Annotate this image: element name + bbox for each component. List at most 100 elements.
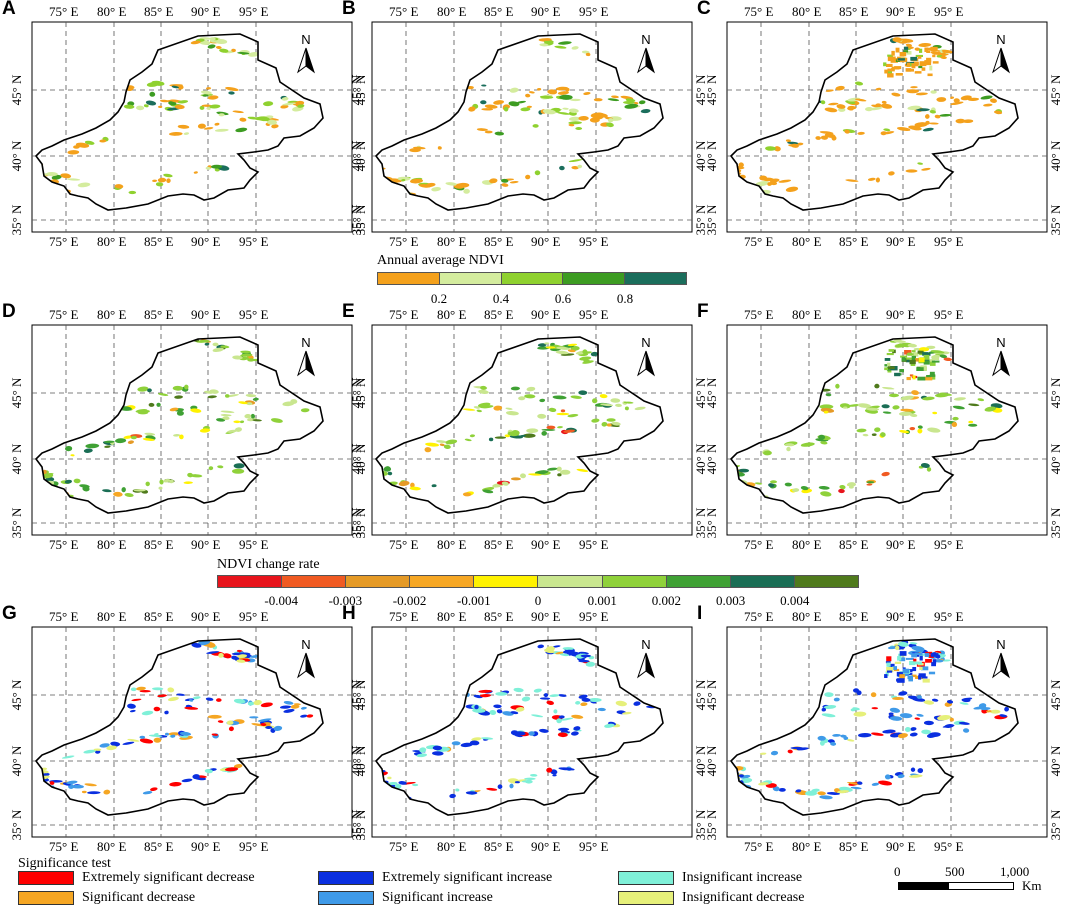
vegetation-patch	[905, 657, 914, 660]
vegetation-patch	[818, 434, 826, 440]
north-arrow: N	[992, 637, 1010, 679]
vegetation-patch	[922, 678, 930, 683]
vegetation-patch	[853, 711, 867, 717]
vegetation-patch	[607, 118, 614, 123]
lon-tick-label: 80° E	[97, 4, 127, 19]
sig-legend-item: Extremely significant increase	[318, 870, 552, 886]
vegetation-patch	[952, 405, 965, 410]
vegetation-patch	[479, 693, 492, 698]
lon-tick-label: 90° E	[191, 537, 221, 552]
vegetation-patch	[204, 342, 210, 346]
vegetation-patch	[819, 131, 834, 135]
vegetation-patch	[231, 48, 236, 53]
vegetation-patch	[836, 104, 846, 109]
vegetation-patch	[575, 127, 583, 130]
vegetation-patch	[820, 491, 832, 497]
vegetation-patch	[917, 768, 924, 774]
vegetation-patch	[151, 80, 165, 86]
vegetation-patch	[895, 47, 900, 53]
scale-label-0: 0	[894, 864, 901, 879]
lon-tick-label: 75° E	[49, 609, 79, 624]
vegetation-patch	[919, 655, 923, 661]
vegetation-patch	[927, 427, 941, 433]
vegetation-patch	[469, 434, 475, 438]
ndvi-swatch	[501, 273, 564, 284]
vegetation-patch	[432, 751, 444, 756]
vegetation-patch	[911, 63, 916, 69]
map-svg: N	[31, 324, 353, 536]
lon-tick-label: 75° E	[49, 537, 79, 552]
vegetation-patch	[449, 793, 456, 799]
vegetation-patch	[939, 113, 952, 117]
vegetation-patch	[790, 143, 799, 148]
vegetation-patch	[552, 774, 557, 777]
lon-tick-label: 85° E	[144, 609, 174, 624]
vegetation-patch	[790, 746, 804, 750]
vegetation-patch	[909, 774, 923, 778]
vegetation-patch	[476, 128, 488, 132]
vegetation-patch	[192, 774, 200, 780]
vegetation-patch	[914, 661, 922, 665]
vegetation-patch	[817, 735, 826, 741]
vegetation-patch	[963, 728, 970, 733]
vegetation-patch	[184, 706, 199, 710]
vegetation-patch	[466, 85, 474, 90]
vegetation-patch	[387, 776, 392, 780]
vegetation-patch	[583, 351, 592, 354]
vegetation-patch	[239, 117, 247, 122]
vegetation-patch	[451, 741, 461, 746]
panel-label: F	[697, 301, 709, 322]
lon-tick-label: 85° E	[144, 839, 174, 854]
north-arrow: N	[992, 32, 1010, 74]
lon-tick-label: 80° E	[792, 839, 822, 854]
vegetation-patch	[222, 416, 230, 421]
vegetation-patch	[1004, 706, 1009, 712]
vegetation-patch	[157, 393, 169, 396]
vegetation-patch	[597, 707, 606, 712]
vegetation-patch	[832, 733, 841, 737]
vegetation-patch	[554, 45, 567, 49]
vegetation-patch	[248, 52, 260, 57]
vegetation-patch	[847, 105, 857, 110]
vegetation-patch	[932, 54, 936, 58]
vegetation-patch	[571, 714, 584, 719]
vegetation-patch	[525, 174, 531, 180]
xinjiang-boundary	[729, 33, 1019, 211]
vegetation-patch	[412, 783, 419, 787]
vegetation-patch	[907, 675, 913, 680]
vegetation-patch	[917, 56, 922, 59]
map-svg: N	[31, 21, 353, 233]
vegetation-patch	[136, 686, 146, 691]
panel-label: I	[697, 603, 703, 624]
vegetation-patch	[144, 432, 156, 436]
vegetation-patch	[228, 726, 234, 732]
vegetation-patch	[548, 407, 557, 413]
rate-swatch	[474, 576, 539, 587]
vegetation-patch	[113, 491, 123, 497]
vegetation-patch	[260, 702, 273, 708]
vegetation-patch	[394, 783, 402, 789]
vegetation-patch	[497, 784, 503, 790]
vegetation-patch	[139, 690, 151, 693]
vegetation-patch	[874, 427, 881, 433]
vegetation-patch	[169, 781, 182, 787]
vegetation-patch	[904, 726, 911, 733]
vegetation-patch	[110, 741, 121, 747]
vegetation-patch	[214, 128, 229, 132]
rate-tick-label: 0.002	[651, 593, 682, 608]
vegetation-patch	[237, 52, 250, 55]
map-svg: N	[31, 626, 353, 838]
vegetation-patch	[622, 711, 632, 715]
lat-tick-label: 40° N	[349, 443, 364, 475]
north-arrow: N	[992, 335, 1010, 377]
panel-label: C	[697, 0, 711, 19]
vegetation-patch	[282, 401, 295, 407]
rate-swatch	[794, 576, 858, 587]
vegetation-patch	[106, 745, 117, 751]
vegetation-patch	[887, 70, 892, 74]
lon-tick-label: 85° E	[839, 234, 869, 249]
vegetation-patch	[245, 394, 257, 398]
vegetation-patch	[962, 119, 974, 124]
vegetation-patch	[199, 105, 205, 110]
vegetation-patch	[591, 418, 600, 423]
